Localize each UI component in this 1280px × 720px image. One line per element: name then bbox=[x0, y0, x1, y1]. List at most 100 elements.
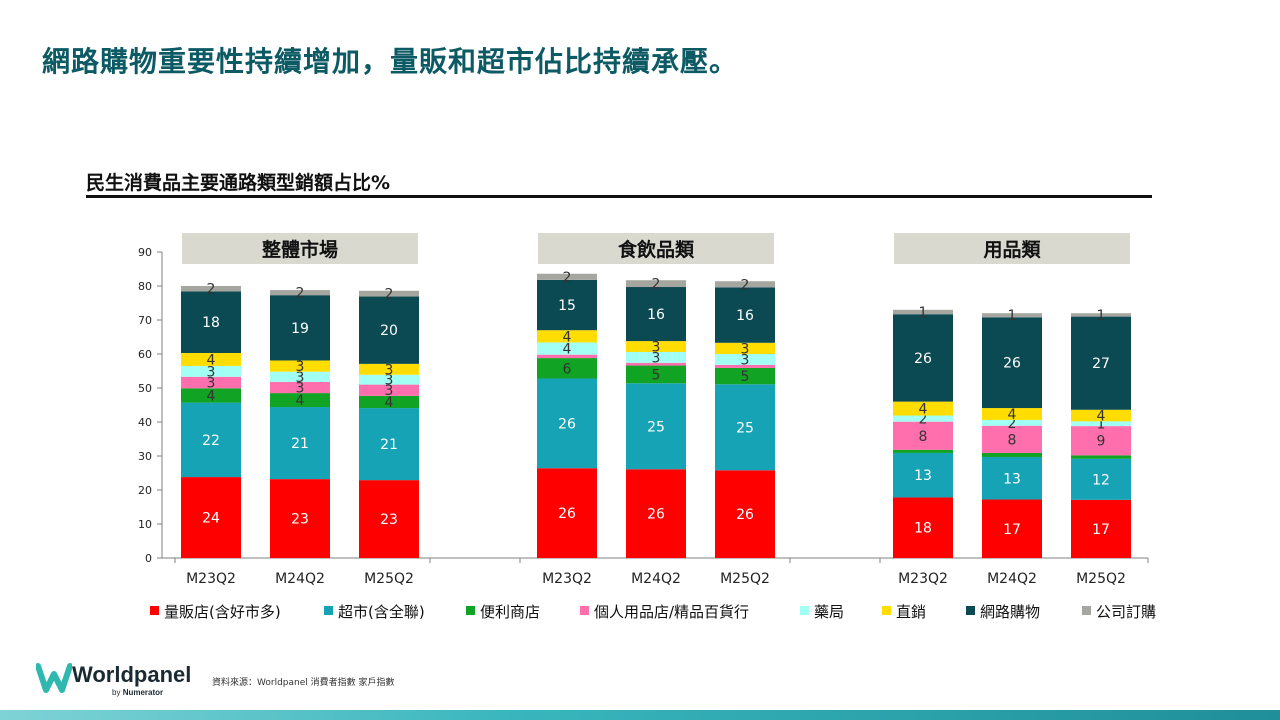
legend-label: 公司訂購 bbox=[1096, 603, 1156, 621]
group-header-label: 用品類 bbox=[983, 239, 1041, 261]
data-label: 2 bbox=[652, 277, 661, 293]
data-label: 1 bbox=[1097, 417, 1106, 433]
bar-segment bbox=[715, 470, 775, 558]
data-label: 4 bbox=[563, 342, 572, 358]
y-tick-label: 90 bbox=[138, 246, 152, 259]
x-tick-label: M24Q2 bbox=[987, 571, 1037, 587]
bar-segment bbox=[715, 354, 775, 365]
bar-segment bbox=[181, 352, 241, 366]
page-title: 網路購物重要性持續增加，量販和超市佔比持續承壓。 bbox=[42, 45, 739, 78]
bar-segment bbox=[893, 309, 953, 315]
y-tick-label: 50 bbox=[138, 382, 152, 395]
data-label: 4 bbox=[207, 352, 216, 368]
data-label: 21 bbox=[380, 437, 398, 453]
data-label: 2 bbox=[385, 287, 394, 303]
bar-segment bbox=[626, 341, 686, 352]
bar-segment bbox=[982, 452, 1042, 458]
title-divider bbox=[86, 195, 1152, 198]
bar-segment bbox=[893, 421, 953, 450]
bar-segment bbox=[359, 363, 419, 375]
legend-label: 直銷 bbox=[896, 603, 926, 621]
legend-label: 超市(含全聯) bbox=[338, 603, 425, 621]
bar-segment bbox=[1071, 313, 1131, 317]
bar-segment bbox=[537, 273, 597, 280]
data-label: 3 bbox=[741, 352, 750, 368]
x-tick-label: M25Q2 bbox=[1076, 571, 1126, 587]
bar-segment bbox=[181, 402, 241, 478]
bar-segment bbox=[626, 351, 686, 363]
x-tick-label: M25Q2 bbox=[364, 571, 414, 587]
data-label: 19 bbox=[291, 321, 309, 337]
logo-sub-prefix: by bbox=[112, 688, 121, 697]
y-tick-label: 60 bbox=[138, 348, 152, 361]
bar-segment bbox=[626, 287, 686, 342]
data-label: 13 bbox=[914, 468, 932, 484]
data-label: 3 bbox=[741, 341, 750, 357]
logo-wordmark: Worldpanel bbox=[72, 662, 192, 687]
bar-segment bbox=[270, 290, 330, 296]
data-label: 24 bbox=[202, 511, 220, 527]
bar-segment bbox=[537, 354, 597, 359]
bar-segment bbox=[270, 479, 330, 558]
legend-swatch bbox=[882, 606, 891, 615]
data-label: 4 bbox=[563, 329, 572, 345]
bar-segment bbox=[982, 317, 1042, 409]
data-label: 16 bbox=[647, 307, 665, 323]
data-label: 22 bbox=[202, 433, 220, 449]
bar-segment bbox=[359, 395, 419, 409]
bar-segment bbox=[626, 469, 686, 558]
data-label: 18 bbox=[202, 315, 220, 331]
y-tick-label: 30 bbox=[138, 450, 152, 463]
x-tick-label: M24Q2 bbox=[275, 571, 325, 587]
data-label: 5 bbox=[652, 367, 661, 383]
data-label: 23 bbox=[291, 512, 309, 528]
group-header-box bbox=[538, 233, 774, 264]
bar-segment bbox=[715, 342, 775, 354]
bar-segment bbox=[270, 371, 330, 382]
data-label: 3 bbox=[652, 350, 661, 366]
data-label: 23 bbox=[380, 512, 398, 528]
bar-segment bbox=[715, 367, 775, 385]
data-label: 9 bbox=[1097, 434, 1106, 450]
legend-swatch bbox=[466, 606, 475, 615]
bar-segment bbox=[181, 388, 241, 403]
data-label: 3 bbox=[296, 380, 305, 396]
data-label: 12 bbox=[1092, 472, 1110, 488]
logo-sub-brand: Numerator bbox=[122, 688, 164, 697]
data-label: 2 bbox=[296, 286, 305, 302]
legend-swatch bbox=[966, 606, 975, 615]
data-label: 25 bbox=[736, 420, 754, 436]
data-label: 26 bbox=[736, 507, 754, 523]
data-label: 3 bbox=[296, 359, 305, 375]
data-label: 6 bbox=[563, 361, 572, 377]
bar-segment bbox=[1071, 426, 1131, 456]
data-label: 17 bbox=[1092, 522, 1110, 538]
data-label: 26 bbox=[558, 416, 576, 432]
bar-segment bbox=[270, 393, 330, 408]
bottom-band bbox=[0, 710, 1280, 720]
y-tick-label: 40 bbox=[138, 416, 152, 429]
data-label: 26 bbox=[647, 507, 665, 523]
bar-segment bbox=[359, 408, 419, 481]
legend-label: 網路購物 bbox=[980, 603, 1040, 621]
data-label: 4 bbox=[385, 395, 394, 411]
bar-segment bbox=[537, 330, 597, 343]
legend-label: 量販店(含好市多) bbox=[164, 603, 281, 621]
data-label: 4 bbox=[296, 393, 305, 409]
group-header-box bbox=[894, 233, 1130, 264]
x-tick-label: M25Q2 bbox=[720, 571, 770, 587]
bar-segment bbox=[626, 383, 686, 470]
bar-segment bbox=[181, 376, 241, 389]
bar-segment bbox=[893, 452, 953, 498]
data-label: 2 bbox=[741, 277, 750, 293]
legend-swatch bbox=[800, 606, 809, 615]
data-label: 4 bbox=[207, 388, 216, 404]
bar-segment bbox=[1071, 458, 1131, 500]
y-tick-label: 10 bbox=[138, 518, 152, 531]
data-label: 5 bbox=[741, 369, 750, 385]
bar-segment bbox=[982, 499, 1042, 558]
source-note: 資料來源：Worldpanel 消費者指數 家戶指數 bbox=[212, 678, 395, 688]
data-label: 1 bbox=[919, 305, 928, 321]
x-tick-label: M23Q2 bbox=[186, 571, 236, 587]
data-label: 27 bbox=[1092, 356, 1110, 372]
